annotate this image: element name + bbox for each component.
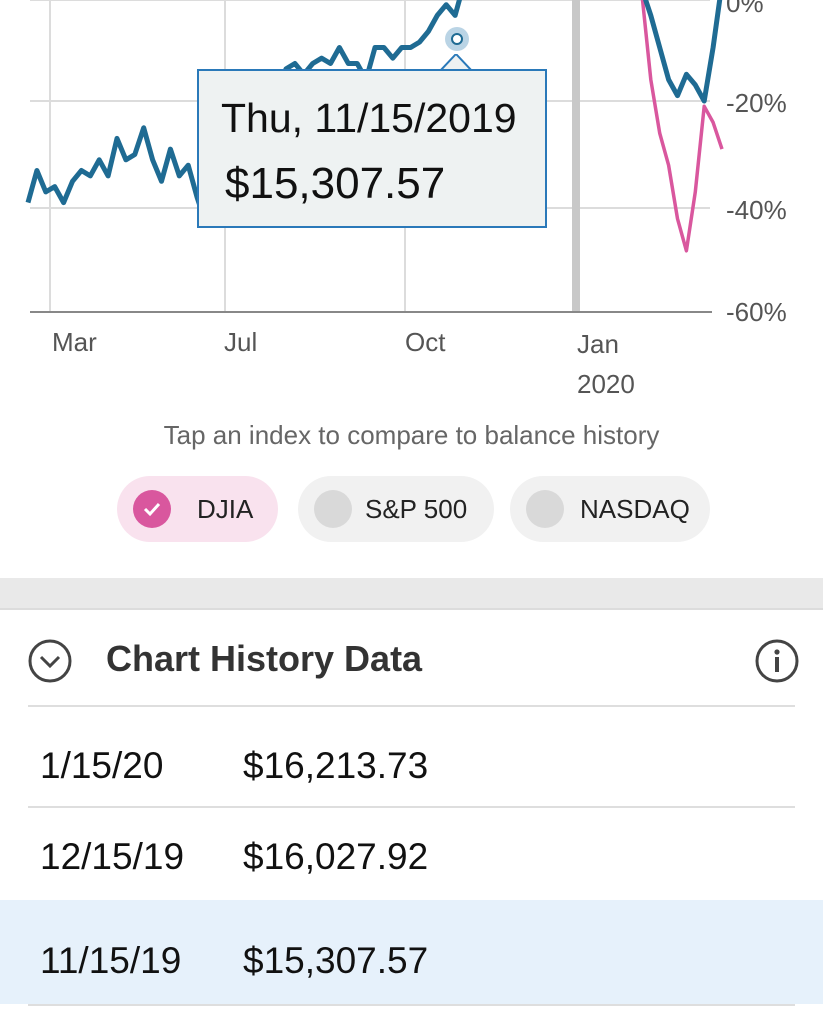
tooltip-date: Thu, 11/15/2019 <box>221 95 517 141</box>
history-date: 1/15/20 <box>40 745 164 786</box>
balance-line <box>25 0 723 227</box>
divider <box>28 806 795 808</box>
tooltip-value: $15,307.57 <box>225 159 446 208</box>
index-pill-nasdaq[interactable]: NASDAQ <box>510 476 710 542</box>
compare-hint: Tap an index to compare to balance histo… <box>163 420 660 450</box>
history-value: $16,027.92 <box>243 836 429 877</box>
checkmark-icon <box>133 490 171 528</box>
history-row[interactable]: 12/15/19 $16,027.92 <box>0 808 823 900</box>
history-date: 12/15/19 <box>40 836 185 877</box>
divider <box>28 1004 795 1006</box>
index-pill-sp500[interactable]: S&P 500 <box>298 476 494 542</box>
today-marker <box>572 0 580 312</box>
chart-history-header[interactable]: Chart History Data <box>0 610 823 706</box>
section-title: Chart History Data <box>106 638 423 679</box>
y-tick-label: -60% <box>726 297 787 327</box>
unchecked-circle-icon <box>526 490 564 528</box>
chart-tooltip: Thu, 11/15/2019 $15,307.57 <box>197 69 547 228</box>
hover-point[interactable] <box>451 33 463 45</box>
index-pill-label: S&P 500 <box>365 493 468 524</box>
y-tick-label: -20% <box>726 88 787 118</box>
y-tick-label: 0% <box>726 0 764 18</box>
index-line <box>640 0 724 253</box>
x-tick-label: Mar <box>52 327 97 357</box>
chevron-down-circle-icon[interactable] <box>27 638 73 684</box>
history-date: 11/15/19 <box>40 940 182 981</box>
history-row[interactable]: 1/15/20 $16,213.73 <box>0 707 823 807</box>
history-row-selected[interactable]: 11/15/19 $15,307.57 <box>0 900 823 1004</box>
index-pill-label: NASDAQ <box>580 493 690 524</box>
index-pill-djia[interactable]: DJIA <box>117 476 278 542</box>
history-value: $15,307.57 <box>243 940 429 981</box>
balance-chart[interactable]: Mar Jul Oct Jan 2020 0% -20% -40% -60% <box>0 0 823 410</box>
index-pill-label: DJIA <box>197 493 254 524</box>
info-icon[interactable] <box>754 638 800 684</box>
x-tick-label: Jan <box>577 329 619 359</box>
x-tick-label: Jul <box>224 327 257 357</box>
y-tick-label: -40% <box>726 195 787 225</box>
x-tick-label: Oct <box>405 327 446 357</box>
history-value: $16,213.73 <box>243 745 429 786</box>
section-separator <box>0 578 823 610</box>
x-tick-year-label: 2020 <box>577 369 635 399</box>
unchecked-circle-icon <box>314 490 352 528</box>
tooltip-caret <box>440 54 472 71</box>
divider <box>28 705 795 707</box>
